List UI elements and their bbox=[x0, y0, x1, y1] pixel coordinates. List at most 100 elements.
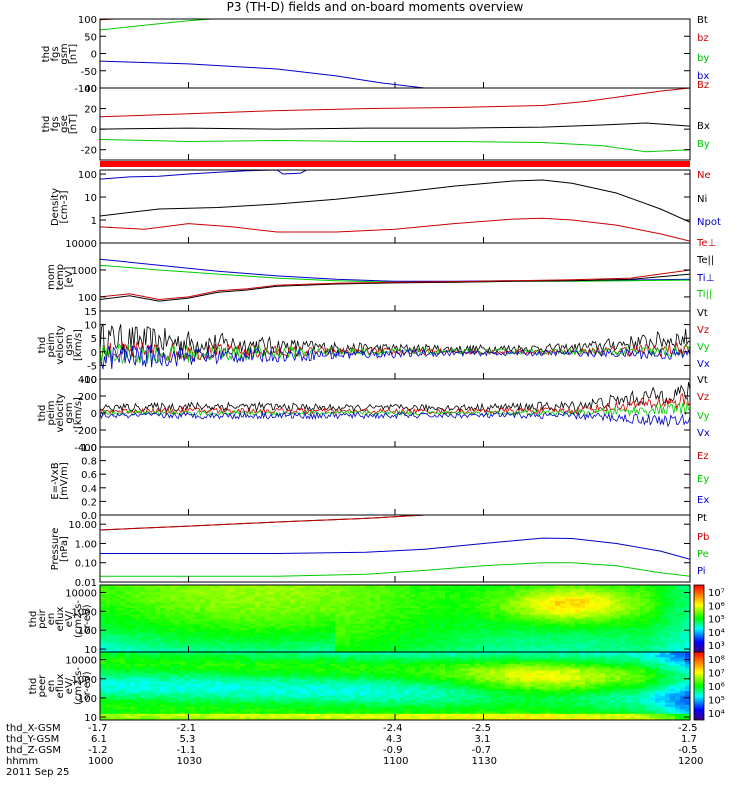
y-tick-label: 0.10 bbox=[75, 559, 97, 570]
y-tick-label: 0 bbox=[91, 409, 97, 420]
footer-row-label: thd_Y-GSM bbox=[6, 734, 60, 745]
legend-temperature: Ti⊥ bbox=[697, 273, 715, 284]
panel-data-velocity_mom bbox=[100, 382, 690, 428]
panel-fgs_gsm: 100 50 0 -50 -100 bbox=[74, 15, 691, 95]
legend-fgs_gse: Bz bbox=[697, 80, 710, 91]
y-tick-label: -100 bbox=[74, 84, 97, 95]
footer-value: 6.1 bbox=[91, 734, 107, 745]
legend-density: Npot bbox=[697, 217, 721, 228]
colorbar-label: 10⁸ bbox=[708, 655, 725, 666]
series-line bbox=[100, 269, 690, 301]
footer-row-label: 2011 Sep 25 bbox=[6, 767, 70, 778]
panel-temperature: 10000 1000 100 bbox=[65, 239, 691, 312]
legend-velocity_mom: Vx bbox=[697, 428, 710, 439]
y-axis-label-velocity_mom: thd peim velocity gsm [km/s] bbox=[36, 393, 84, 433]
y-tick-label: 100 bbox=[78, 170, 97, 181]
colorbar-label: 10⁵ bbox=[708, 615, 725, 626]
footer-row-label: hhmm bbox=[6, 756, 39, 767]
y-tick-label: 200 bbox=[78, 392, 97, 403]
y-tick-label: 50 bbox=[84, 32, 97, 43]
legend-pressure: Pi bbox=[697, 566, 706, 577]
series-line bbox=[100, 258, 690, 282]
legend-velocity_mom: Vt bbox=[697, 375, 708, 386]
y-tick-label: 0.01 bbox=[75, 578, 97, 589]
legend-fgs_gsm: bz bbox=[697, 33, 709, 44]
y-tick-label: -20 bbox=[81, 146, 97, 157]
y-axis-label-velocity_esa: thd peim velocity gsm [km/s] bbox=[36, 325, 84, 365]
panel-frame bbox=[99, 310, 691, 380]
series-line bbox=[100, 179, 690, 223]
y-tick-label: 100 bbox=[78, 293, 97, 304]
y-tick-label: -50 bbox=[81, 67, 97, 78]
y-tick-label: 20 bbox=[84, 105, 97, 116]
y-tick-label: 0 bbox=[91, 125, 97, 136]
footer-value: 1200 bbox=[678, 756, 704, 767]
panel-pressure: 10.00 1.00 0.10 0.01 bbox=[68, 514, 691, 589]
legend-temperature: Te|| bbox=[697, 255, 715, 266]
y-tick-label: 10 bbox=[84, 645, 97, 656]
series-line bbox=[100, 402, 690, 418]
panel-data-fgs_gse bbox=[100, 88, 690, 153]
colorbar-label: 10⁴ bbox=[708, 709, 725, 720]
y-tick-label: 10000 bbox=[65, 589, 97, 600]
separator-bar bbox=[100, 161, 690, 167]
series-line bbox=[100, 393, 690, 416]
legend-efield: Ex bbox=[697, 495, 710, 506]
legend-temperature: Ti|| bbox=[697, 289, 713, 300]
y-tick-label: 10 bbox=[84, 321, 97, 332]
legend-velocity_esa: Vx bbox=[697, 359, 710, 370]
y-tick-label: 10 bbox=[84, 193, 97, 204]
footer-value: 4.3 bbox=[386, 734, 402, 745]
legend-pressure: Pb bbox=[697, 532, 710, 543]
panel-frame bbox=[99, 242, 691, 312]
y-tick-label: 1000 bbox=[72, 675, 97, 686]
footer-value: 1130 bbox=[471, 756, 497, 767]
y-tick-label: 400 bbox=[78, 375, 97, 386]
legend-velocity_esa: Vz bbox=[697, 325, 710, 336]
legend-fgs_gsm: Bt bbox=[697, 15, 708, 26]
legend-velocity_esa: Vt bbox=[697, 308, 708, 319]
footer-value: -0.7 bbox=[471, 745, 492, 756]
y-tick-label: -200 bbox=[74, 426, 97, 437]
y-tick-label: 0.4 bbox=[81, 484, 97, 495]
panel-efield: 1.0 0.8 0.6 0.4 0.2 0.0 bbox=[81, 443, 691, 522]
y-tick-label: 15 bbox=[84, 307, 97, 318]
legend-density: Ne bbox=[697, 170, 711, 181]
panel-data-temperature bbox=[100, 258, 690, 302]
panel-ion_spectrogram: 10⁷ 10⁶ 10⁵ 10⁴ 10³ 10000 1000 100 10 bbox=[65, 584, 725, 656]
y-tick-label: 10.00 bbox=[68, 520, 97, 531]
panel-electron_spectrogram: 10⁸ 10⁷ 10⁶ 10⁵ 10⁴ 10000 1000 100 10 bbox=[65, 651, 725, 724]
legend-pressure: Pt bbox=[697, 513, 707, 524]
footer-value: -2.5 bbox=[678, 723, 698, 734]
legend-velocity_esa: Vy bbox=[697, 342, 710, 353]
y-tick-label: 100 bbox=[78, 626, 97, 637]
legend-fgs_gse: Bx bbox=[697, 121, 710, 132]
series-line bbox=[100, 138, 690, 153]
colorbar-label: 10⁵ bbox=[708, 696, 725, 707]
series-line bbox=[100, 341, 690, 363]
panel-data-density bbox=[100, 170, 690, 242]
footer-value: -2.4 bbox=[383, 723, 403, 734]
colorbar-ion_spectrogram bbox=[693, 584, 705, 653]
series-line bbox=[100, 217, 690, 242]
y-tick-label: 1 bbox=[91, 216, 97, 227]
panel-data-pressure bbox=[100, 515, 690, 577]
series-line bbox=[100, 537, 690, 560]
series-line bbox=[100, 88, 690, 118]
legend-fgs_gsm: bx bbox=[697, 71, 710, 82]
legend-density: Ni bbox=[697, 194, 708, 205]
footer-value: -0.5 bbox=[678, 745, 698, 756]
series-line bbox=[100, 19, 213, 31]
panel-frame bbox=[99, 378, 691, 448]
legend-velocity_mom: Vz bbox=[697, 392, 710, 403]
plot-title: P3 (TH-D) fields and on-board moments ov… bbox=[226, 0, 524, 14]
series-line bbox=[100, 344, 690, 370]
y-tick-label: 0.2 bbox=[81, 497, 97, 508]
panel-velocity_mom: 400 200 0 -200 -400 bbox=[74, 375, 691, 454]
series-line bbox=[100, 170, 307, 180]
footer-value: -1.1 bbox=[176, 745, 197, 756]
series-line bbox=[100, 273, 690, 302]
y-tick-label: 5 bbox=[91, 334, 97, 345]
